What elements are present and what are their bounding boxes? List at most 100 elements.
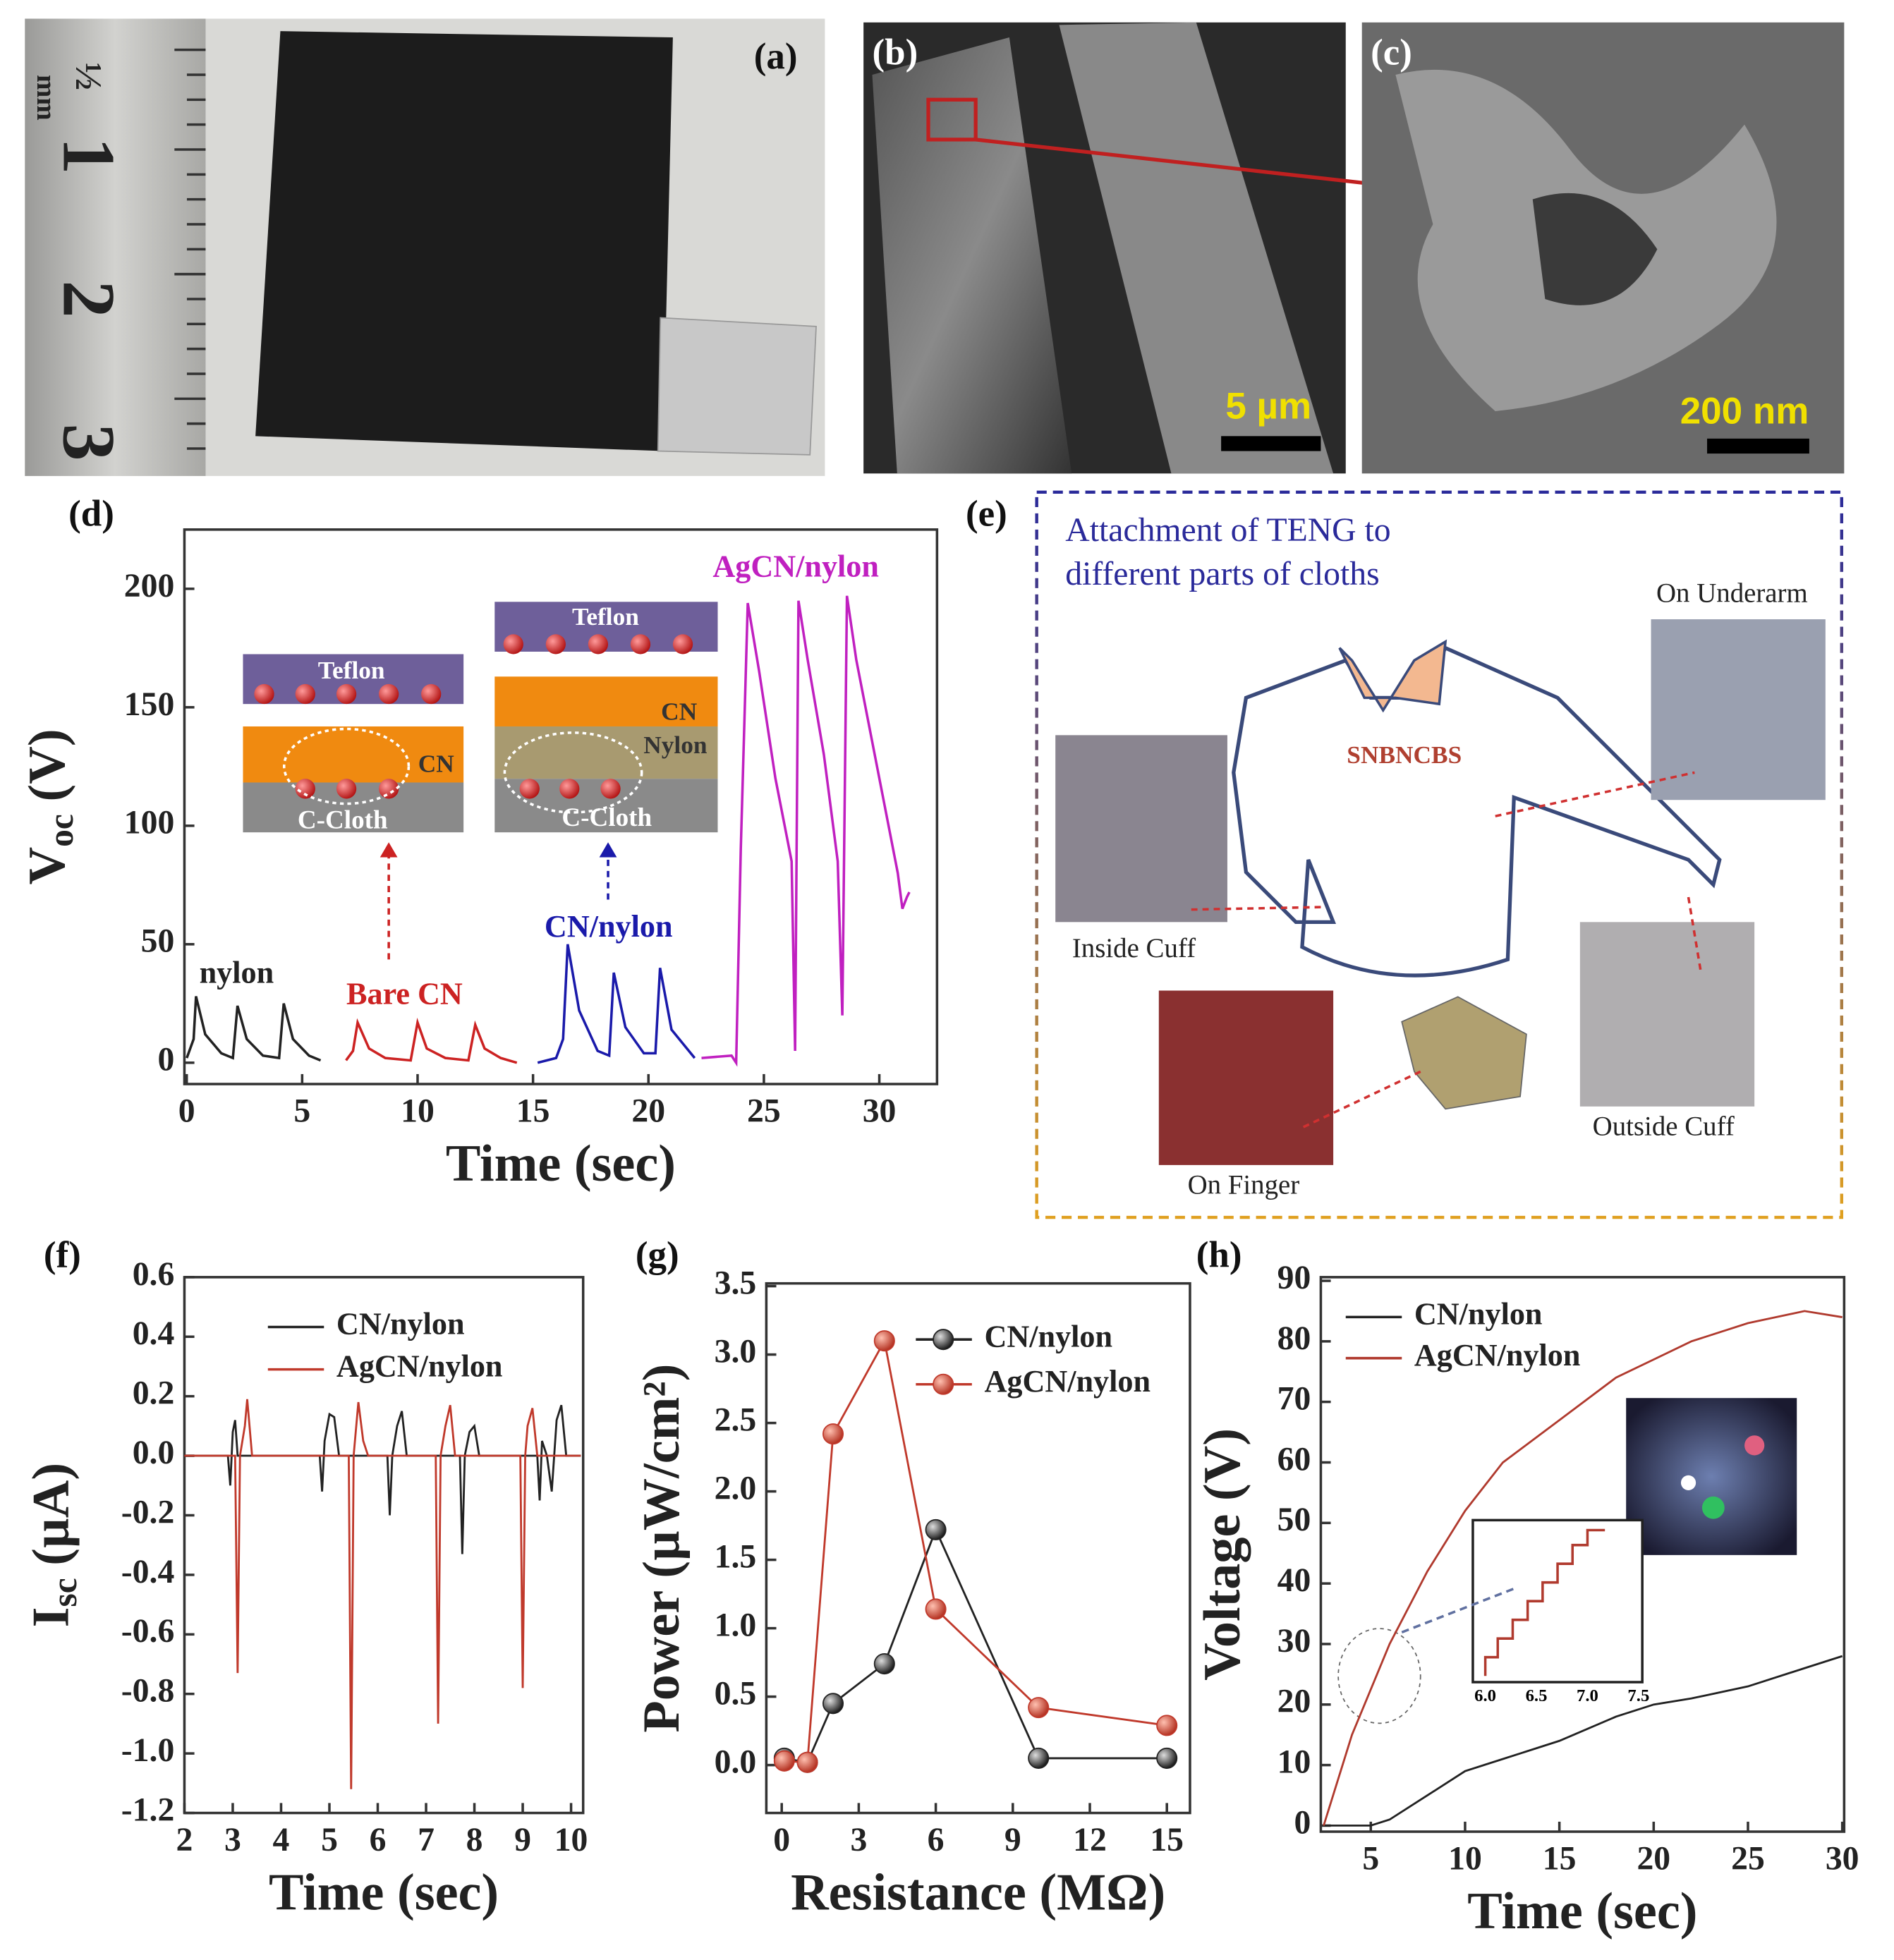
x-tick-label: 4 [273, 1822, 290, 1858]
x-axis-title: Time (sec) [269, 1864, 499, 1922]
shirt-text: SNBNCBS [1347, 741, 1462, 769]
legend-label: AgCN/nylon [336, 1349, 503, 1384]
x-tick-label: 3 [850, 1822, 867, 1858]
y-axis-title: Isc (µA) [23, 1463, 85, 1627]
photo [1158, 990, 1334, 1165]
marker [822, 1423, 844, 1445]
circle [519, 779, 540, 799]
marker [796, 1751, 818, 1773]
circle [559, 779, 580, 799]
y-tick-label: 60 [1277, 1441, 1311, 1478]
inset-text: CN [418, 750, 455, 778]
y-tick-label: 50 [1277, 1502, 1311, 1538]
ruler-label: 3 [47, 424, 130, 461]
y-tick-label: 30 [1277, 1623, 1311, 1660]
nylon-layer [494, 726, 718, 779]
glove [1401, 996, 1527, 1110]
photo-caption: On Underarm [1656, 578, 1808, 608]
cloth [255, 31, 673, 451]
series-line [186, 996, 322, 1062]
inset-tick-label: 7.0 [1577, 1686, 1598, 1705]
zoom-box [926, 97, 978, 142]
circle [295, 779, 315, 799]
cn-layer [243, 726, 464, 783]
circle [379, 683, 399, 705]
y-axis-title-sub: sc [46, 1578, 85, 1607]
y-tick-label: 200 [124, 568, 175, 604]
circle [503, 634, 523, 655]
led-photo [1626, 1398, 1797, 1555]
legend-label: AgCN/nylon [984, 1364, 1151, 1399]
x-tick-label: 5 [321, 1822, 338, 1858]
x-axis-title: Time (sec) [446, 1135, 676, 1193]
x-tick-label: 9 [514, 1822, 531, 1858]
circle [295, 683, 315, 705]
line [1687, 896, 1702, 973]
y-tick-label: 20 [1277, 1684, 1311, 1720]
panel-label: (h) [1196, 1235, 1242, 1276]
plot-frame [765, 1282, 1191, 1815]
fiber [1059, 22, 1334, 474]
inset-ticks: 6.0 6.5 7.0 7.5 [1474, 1686, 1649, 1705]
x-tick-label: 2 [176, 1822, 193, 1858]
scale-bar [1707, 438, 1809, 454]
y-tick-label: 0.6 [133, 1256, 175, 1293]
y-tick-label: 40 [1277, 1562, 1311, 1599]
x-tick-label: 20 [1637, 1840, 1670, 1877]
diagram-title: Attachment of TENG to [1065, 512, 1390, 549]
circle [672, 634, 693, 655]
circle [588, 634, 609, 655]
y-tick-label: 0.0 [715, 1744, 757, 1781]
circle [600, 779, 621, 799]
x-tick-label: 5 [1362, 1840, 1379, 1877]
foil [657, 317, 817, 456]
series-line [701, 595, 911, 1067]
diagram-e: (e) Attachment of TENG to different part… [966, 490, 1844, 1219]
inset-d: Teflon CN C-Cloth Teflon CN Nylon C-Clot… [243, 602, 718, 960]
marker [1028, 1747, 1050, 1769]
x-tick-label: 15 [516, 1092, 550, 1129]
marker [773, 1750, 795, 1772]
photo-a: mm ½ 1 2 3 (a) [25, 18, 825, 476]
y-axis-title-unit: (V) [18, 729, 76, 801]
x-tick-label: 30 [863, 1092, 897, 1129]
marker [1156, 1747, 1178, 1769]
zoom-circle [1337, 1628, 1421, 1724]
series-line [537, 944, 696, 1064]
y-tick-label: 2.0 [715, 1471, 757, 1507]
y-tick-label: 70 [1277, 1381, 1311, 1418]
y-tick-label: 150 [124, 686, 175, 723]
zoom-arrow [1401, 1587, 1514, 1634]
x-tick-label: 10 [1448, 1840, 1482, 1877]
marker [873, 1653, 895, 1675]
inset-tick-label: 7.5 [1627, 1686, 1649, 1705]
y-tick-label: 1.0 [715, 1607, 757, 1644]
shirt [1232, 645, 1722, 978]
cn-layer [494, 676, 718, 726]
panel-label: (b) [873, 32, 918, 73]
inset-text: Teflon [318, 657, 385, 684]
circle [336, 779, 357, 799]
diagram-title: different parts of cloths [1065, 556, 1379, 592]
inset-text: C-Cloth [561, 803, 652, 832]
x-tick-label: 8 [466, 1822, 483, 1858]
marker [925, 1598, 947, 1620]
y-tick-label: 0.5 [715, 1676, 757, 1712]
y-axis-title: Power (µW/cm²) [633, 1364, 691, 1733]
chart: (g) 0 3 6 9 12 15 0.0 0.5 1.0 1.5 2.0 2.5 3.0 3.5 Resis… [633, 1235, 1191, 1922]
plot-frame [183, 528, 939, 1085]
y-tick-label: 0.0 [133, 1435, 175, 1471]
texture [1532, 193, 1658, 305]
panel-label: (f) [44, 1235, 81, 1276]
series-label: nylon [200, 955, 274, 990]
x-tick-label: 25 [747, 1092, 781, 1129]
x-tick-label: 25 [1731, 1840, 1765, 1877]
inset-text: Teflon [572, 603, 639, 631]
scale-bar [1221, 436, 1321, 451]
x-tick-label: 30 [1826, 1840, 1859, 1877]
chart: (f) 2 3 4 5 6 7 8 9 10 -1.2 -1.0 -0.8 -0.6 -0.4 -0.2 0.0… [23, 1235, 588, 1922]
inset-tick-label: 6.0 [1474, 1686, 1496, 1705]
y-tick-label: 10 [1277, 1744, 1311, 1781]
x-tick-label: 15 [1150, 1822, 1184, 1858]
photo-c: (c) 200 nm [1361, 22, 1845, 474]
